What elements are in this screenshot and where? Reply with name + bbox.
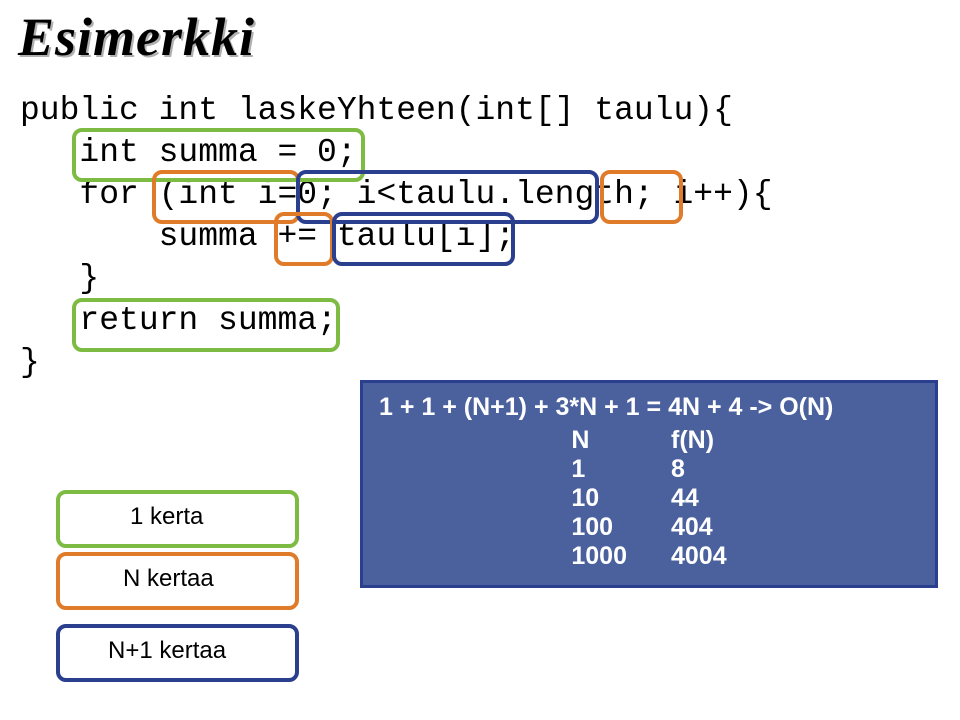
label-n1-kertaa: N+1 kertaa	[108, 637, 226, 665]
complexity-equation: 1 + 1 + (N+1) + 3*N + 1 = 4N + 4 -> O(N)	[379, 393, 919, 422]
table-row: 100404	[549, 513, 748, 542]
table-cell: N	[549, 426, 649, 455]
table-cell: 4004	[649, 542, 749, 571]
table-cell: 404	[649, 513, 749, 542]
label-1-kerta: 1 kerta	[130, 503, 203, 531]
table-row: 18	[549, 455, 748, 484]
table-cell: 44	[649, 484, 749, 513]
table-cell: 100	[549, 513, 649, 542]
box-for-inc	[600, 170, 683, 224]
table-cell: f(N)	[649, 426, 749, 455]
complexity-table: Nf(N)18104410040410004004	[549, 426, 748, 571]
table-row: 1044	[549, 484, 748, 513]
table-row: Nf(N)	[549, 426, 748, 455]
equation-result: 4N + 4 -> O(N)	[668, 393, 833, 421]
equation-prefix: 1 + 1 + (N+1) + 3*N + 1 =	[379, 393, 668, 421]
slide-title-front: Esimerkki	[18, 6, 255, 68]
table-cell: 1000	[549, 542, 649, 571]
slide-title: Esimerkki Esimerkki	[20, 8, 257, 70]
table-cell: 10	[549, 484, 649, 513]
box-plus-equals	[274, 212, 334, 266]
table-row: 10004004	[549, 542, 748, 571]
table-cell: 8	[649, 455, 749, 484]
box-taulu-i	[332, 212, 515, 266]
table-cell: 1	[549, 455, 649, 484]
box-return	[72, 298, 340, 352]
label-n-kertaa: N kertaa	[123, 565, 214, 593]
complexity-infobox: 1 + 1 + (N+1) + 3*N + 1 = 4N + 4 -> O(N)…	[360, 380, 938, 588]
